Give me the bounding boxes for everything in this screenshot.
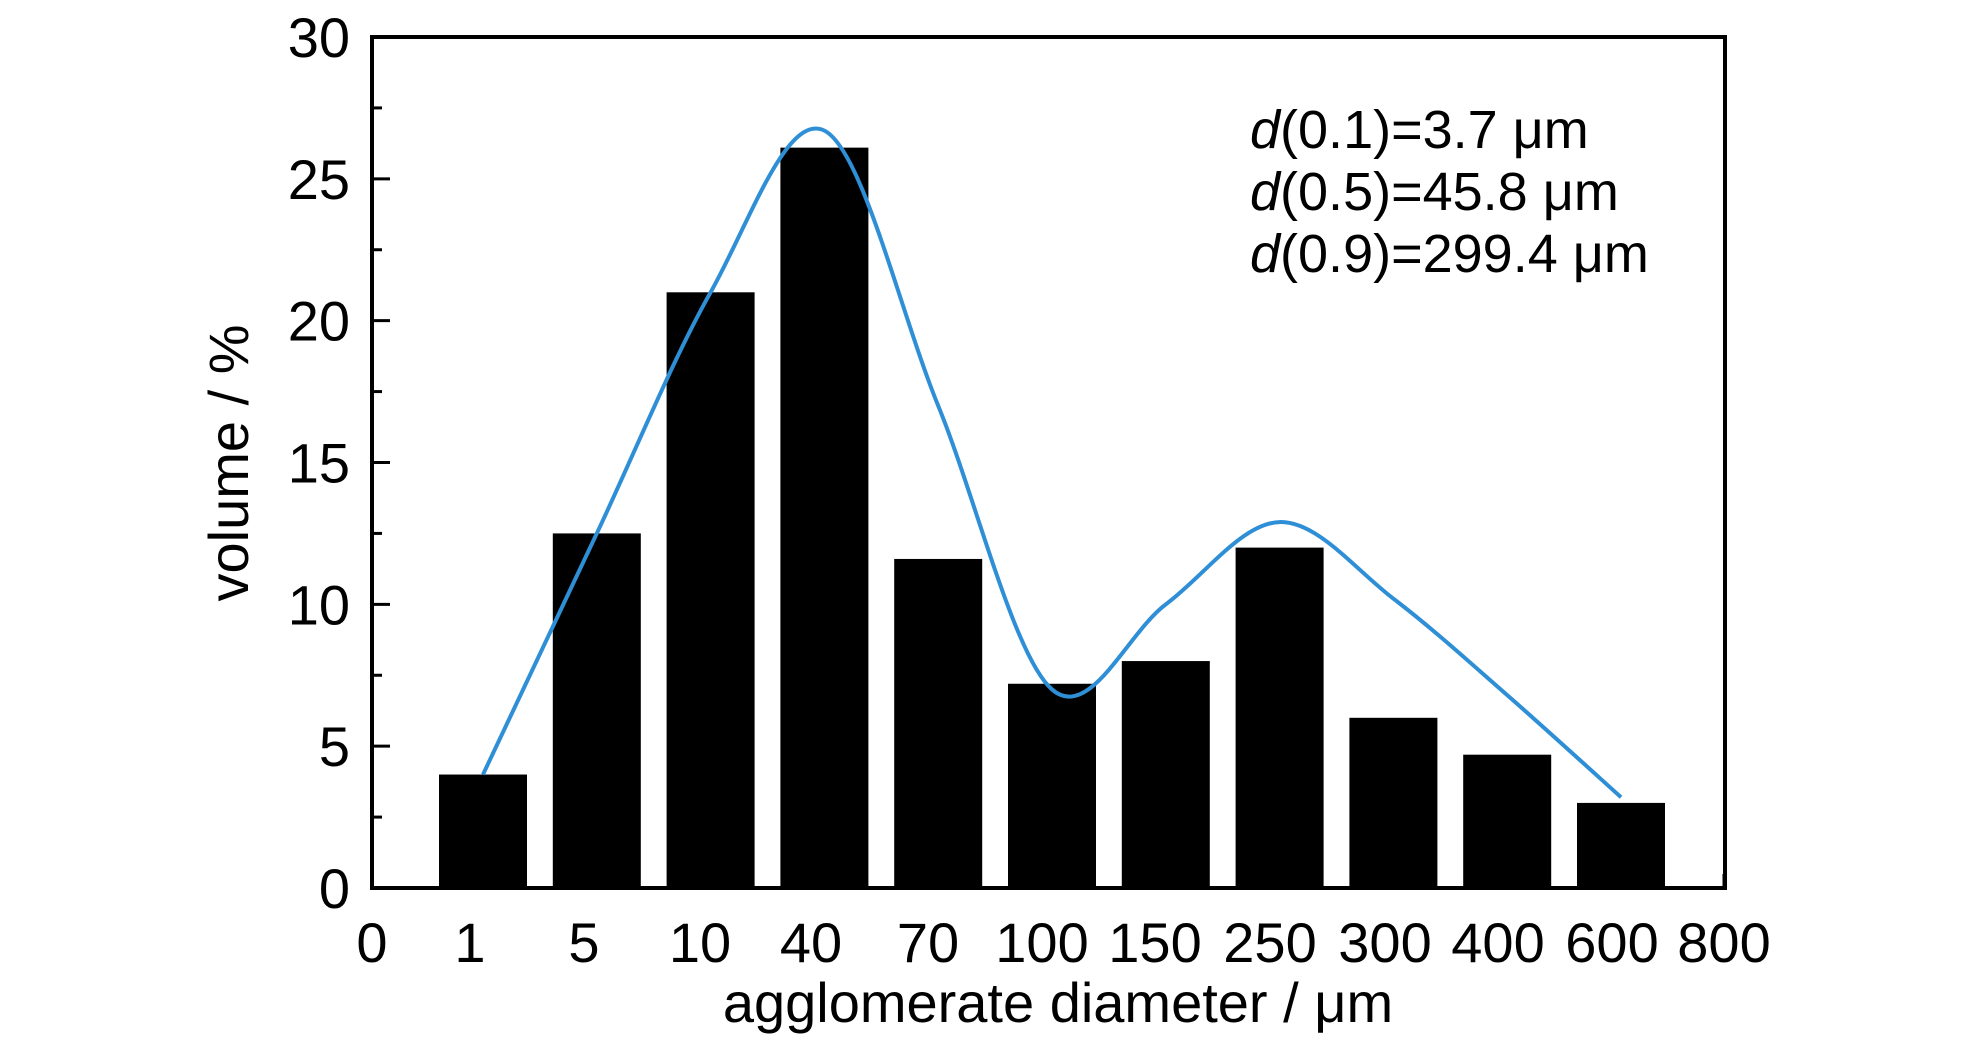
bar-40	[780, 147, 869, 888]
bar-600	[1577, 802, 1665, 888]
annotation-1: d(0.1)=3.7 μm	[1250, 100, 1589, 160]
y-axis: 0 5 10 15 20 25 30	[288, 6, 390, 920]
y-tick-label: 25	[288, 148, 350, 211]
y-tick-label: 0	[319, 857, 350, 920]
x-tick-label: 5	[568, 911, 599, 974]
x-tick-label: 400	[1451, 911, 1544, 974]
annotation-2: d(0.5)=45.8 μm	[1250, 162, 1619, 222]
x-tick-label: 10	[669, 911, 731, 974]
bar-70	[894, 558, 983, 888]
annotations: d(0.1)=3.7 μmd(0.5)=45.8 μmd(0.9)=299.4 …	[1250, 100, 1649, 284]
y-tick-label: 30	[288, 6, 350, 69]
bar-10	[666, 292, 755, 888]
x-tick-label: 70	[897, 911, 959, 974]
x-tick-label: 40	[780, 911, 842, 974]
x-tick-label: 800	[1677, 911, 1770, 974]
distribution-curve	[481, 126, 1623, 799]
bar-400	[1463, 754, 1552, 888]
y-tick-label: 15	[288, 432, 350, 495]
x-tick-label: 1	[454, 911, 485, 974]
x-tick-label: 300	[1338, 911, 1431, 974]
x-axis-title: agglomerate diameter / μm	[723, 971, 1393, 1034]
bar-250	[1235, 547, 1324, 888]
bar-5	[552, 533, 641, 888]
y-tick-label: 5	[319, 715, 350, 778]
bar-1	[439, 774, 527, 888]
x-tick-label: 250	[1223, 911, 1316, 974]
bars-group	[439, 147, 1665, 888]
y-tick-label: 10	[288, 573, 350, 636]
annotation-3: d(0.9)=299.4 μm	[1250, 224, 1649, 284]
x-tick-label: 150	[1108, 911, 1201, 974]
x-tick-label: 100	[995, 911, 1088, 974]
y-axis-title: volume / %	[197, 325, 260, 602]
bar-150	[1121, 661, 1210, 888]
bar-100	[1008, 683, 1096, 888]
x-axis: 0 1 5 10 40 70 100 150 250 300 400 600 800	[356, 874, 1771, 974]
bar-300	[1349, 717, 1438, 888]
x-tick-label: 600	[1565, 911, 1658, 974]
y-tick-label: 20	[288, 290, 350, 353]
x-tick-label: 0	[356, 911, 387, 974]
